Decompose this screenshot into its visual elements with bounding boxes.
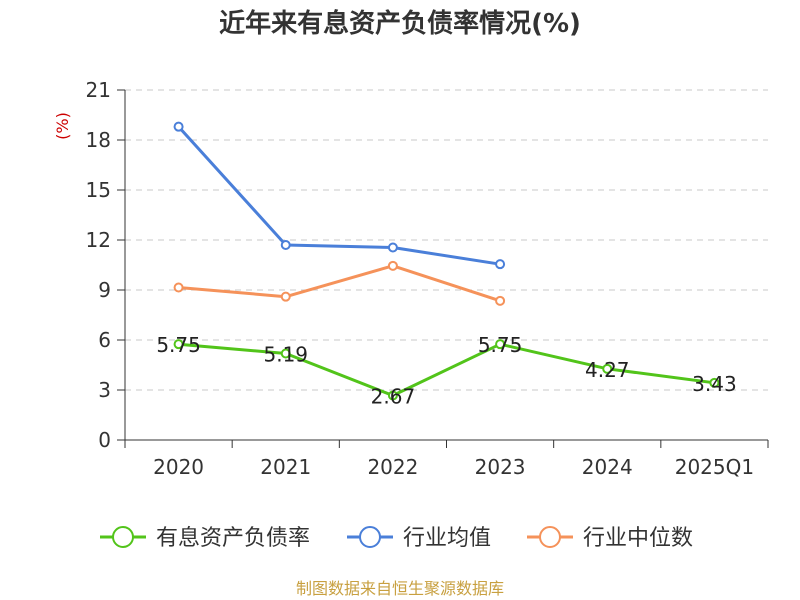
series-line-1: [177, 125, 501, 266]
series-2-point-2023: [495, 295, 506, 306]
x-tick-label-2022: 2022: [367, 455, 418, 479]
y-tick-label-6: 6: [98, 328, 111, 352]
legend-item-1[interactable]: 行业均值: [347, 526, 491, 551]
series-1-point-2021: [280, 240, 291, 250]
y-tick-label-9: 9: [98, 278, 111, 302]
data-label-2020: 5.75: [156, 333, 201, 357]
legend-label-1: 行业均值: [403, 526, 491, 551]
series-1-point-2022: [387, 242, 398, 253]
series-line-0: [178, 342, 715, 397]
series-0-point-2022: [387, 390, 398, 401]
data-labels: 5.75 5.19 2.67 5.75 4.27 3.43: [156, 333, 736, 408]
gridlines: [125, 89, 768, 391]
legend-swatch-marker-2: [539, 526, 561, 548]
y-tick-label-15: 15: [86, 178, 111, 202]
series-2-point-2020: [173, 282, 184, 293]
legend-label-0: 有息资产负债率: [156, 526, 310, 551]
series-line-2: [178, 264, 501, 303]
series-0-point-2020: [173, 339, 184, 350]
legend-swatch-marker-0: [112, 526, 134, 548]
y-tick-label-18: 18: [86, 128, 111, 152]
series-0-point-2024: [602, 363, 613, 374]
data-label-2022: 2.67: [371, 385, 416, 409]
series-0-point-2023: [495, 339, 506, 350]
series-lines: [173, 121, 720, 401]
y-tick-label-3: 3: [98, 378, 111, 402]
y-tick-label-21: 21: [86, 78, 111, 102]
series-1-point-2020: [173, 121, 184, 132]
x-tick-label-2021: 2021: [260, 455, 311, 479]
x-tick-label-2020: 2020: [153, 455, 204, 479]
y-axis-unit-label: (%): [53, 112, 72, 140]
y-tick-label-12: 12: [86, 228, 111, 252]
data-label-2024: 4.27: [585, 358, 630, 382]
source-note: 制图数据来自恒生聚源数据库: [296, 579, 504, 598]
data-label-2025Q1: 3.43: [692, 372, 737, 396]
series-1-point-2023: [495, 259, 506, 270]
data-label-2021: 5.19: [263, 343, 308, 367]
legend-item-2[interactable]: 行业中位数: [527, 526, 693, 551]
series-0-point-2025Q1: [709, 377, 720, 388]
legend-item-0[interactable]: 有息资产负债率: [100, 526, 310, 551]
legend-label-2: 行业中位数: [583, 526, 693, 551]
x-tick-label-2024: 2024: [582, 455, 633, 479]
chart-title: 近年来有息资产负债率情况(%): [219, 8, 581, 39]
series-0-point-2021: [280, 348, 291, 359]
x-tick-label-2025Q1: 2025Q1: [675, 455, 754, 479]
series-2-point-2021: [280, 291, 291, 302]
axes: 0 3 6 9 12 15 18 21 2020 2021 2022 2023 2024 2025Q1: [86, 78, 769, 479]
x-tick-label-2023: 2023: [475, 455, 526, 479]
y-tick-label-0: 0: [98, 428, 111, 452]
legend-swatch-marker-1: [359, 526, 381, 548]
data-label-2023: 5.75: [478, 333, 523, 357]
legend[interactable]: 有息资产负债率 行业均值 行业中位数: [100, 526, 693, 551]
series-2-point-2022: [387, 260, 398, 271]
